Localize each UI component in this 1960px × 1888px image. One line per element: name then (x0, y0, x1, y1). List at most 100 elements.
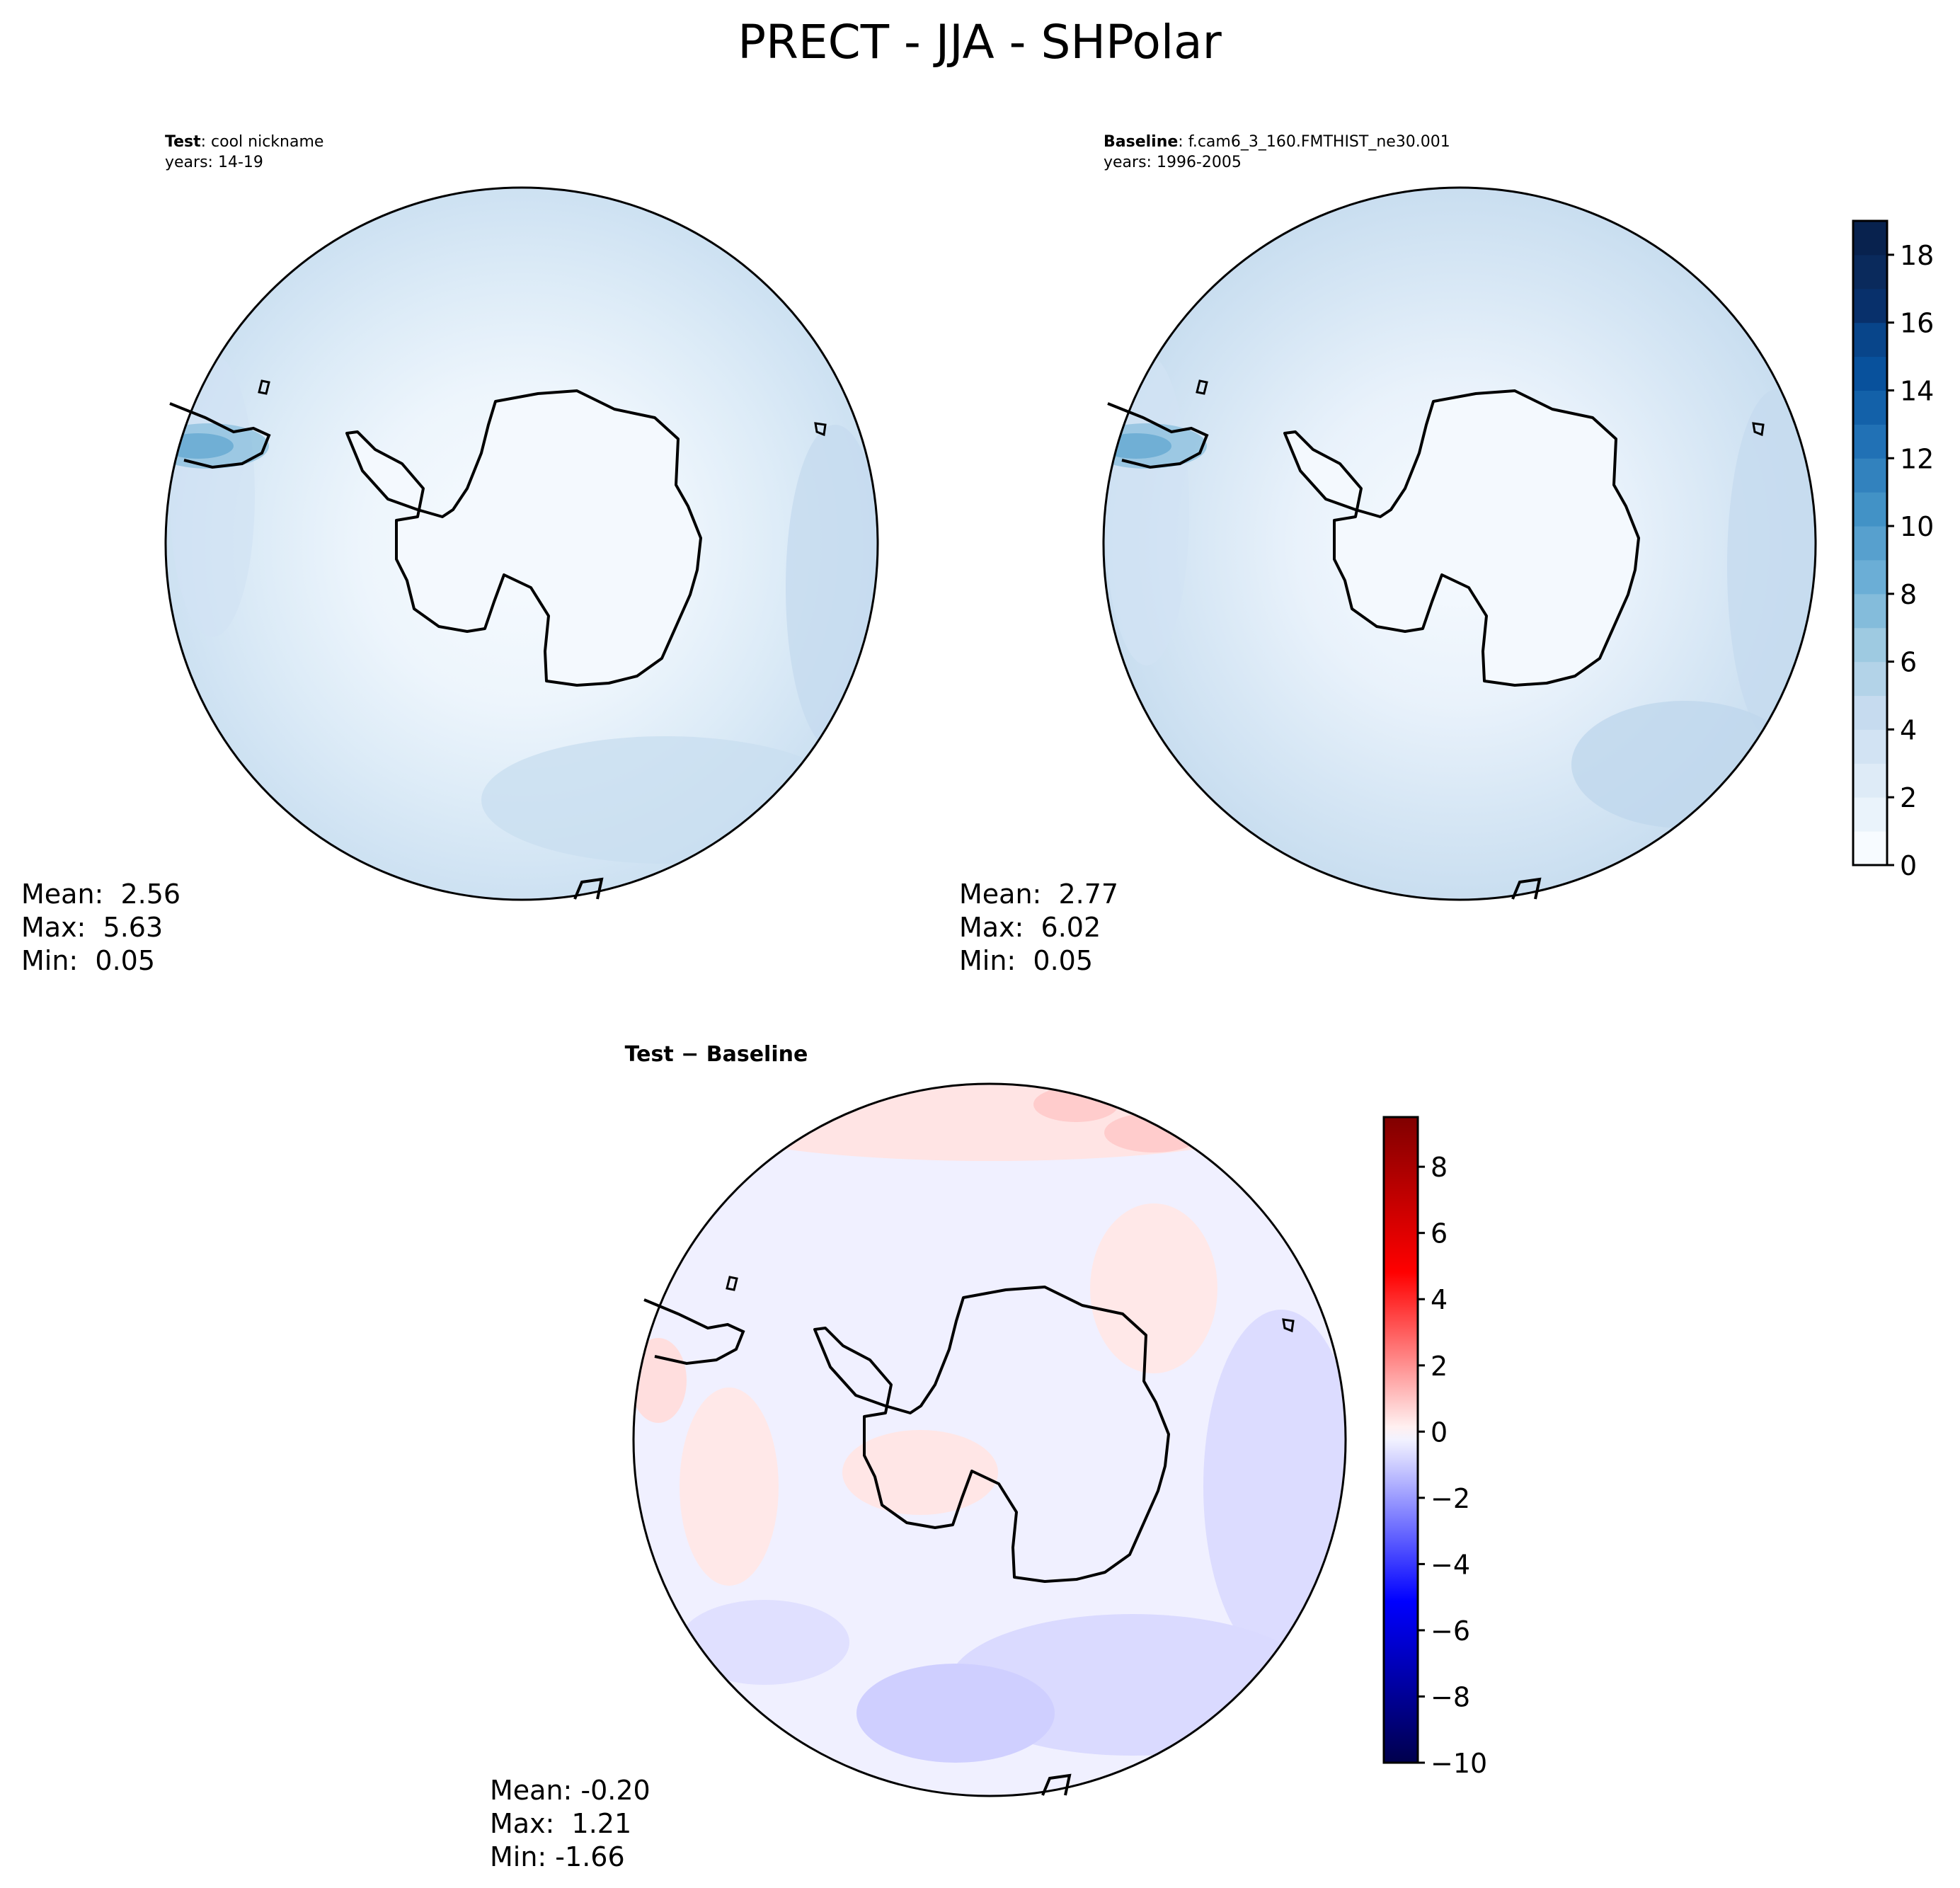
difference-field-patch (680, 1600, 849, 1685)
difference-colorbar-tick-label: 2 (1431, 1351, 1448, 1382)
baseline-colorbar-band (1853, 831, 1887, 866)
baseline-stat-max: Max: 6.02 (959, 912, 1101, 943)
difference-stat-max: Max: 1.21 (490, 1808, 631, 1839)
baseline-colorbar-band (1853, 492, 1887, 527)
test-header-value: : cool nickname (201, 133, 324, 151)
baseline-colorbar-frame (1852, 219, 1889, 866)
difference-field-patch (1203, 1310, 1346, 1664)
baseline-colorbar-band (1853, 424, 1887, 459)
difference-colorbar-tick-label: −10 (1431, 1748, 1487, 1779)
test-years: years: 14-19 (165, 154, 263, 171)
difference-colorbar: −10 −8 −6 −4 −2 0 2 4 6 8 (1382, 1116, 1487, 1779)
difference-colorbar-gradient (1384, 1117, 1418, 1763)
panel-test: Test: cool nickname years: 14-19 Mean: 2… (21, 133, 879, 976)
baseline-field-patch (1104, 354, 1189, 665)
baseline-colorbar-band (1853, 526, 1887, 561)
difference-stat-min: Min: -1.66 (490, 1841, 625, 1872)
test-map (164, 186, 879, 901)
baseline-colorbar-band (1853, 763, 1887, 798)
baseline-coastline-island (1752, 422, 1765, 437)
baseline-colorbar-tick-label: 16 (1900, 308, 1934, 339)
baseline-coastline-new-zealand (1511, 877, 1542, 900)
difference-field-patch (637, 1182, 722, 1225)
baseline-colorbar-band (1853, 593, 1887, 629)
baseline-colorbar-tick-label: 6 (1900, 647, 1917, 678)
difference-colorbar-tick-label: 0 (1431, 1417, 1448, 1448)
test-stat-min: Min: 0.05 (21, 945, 155, 976)
baseline-colorbar-tick-label: 12 (1900, 443, 1934, 474)
difference-field-patch (1295, 1232, 1346, 1274)
difference-field-patch (856, 1664, 1055, 1763)
baseline-colorbar-tick-label: 2 (1900, 782, 1917, 813)
baseline-field-patch (1727, 389, 1816, 743)
baseline-colorbar-ticks: 0 2 4 6 8 10 12 14 16 18 (1887, 240, 1934, 881)
difference-colorbar-tick-label: −4 (1431, 1549, 1470, 1580)
difference-field-patch (1090, 1203, 1217, 1373)
baseline-header-value: : f.cam6_3_160.FMTHIST_ne30.001 (1178, 133, 1450, 151)
baseline-colorbar-tick-label: 10 (1900, 511, 1934, 542)
baseline-colorbar-tick-label: 4 (1900, 714, 1917, 745)
baseline-colorbar-band (1853, 322, 1887, 357)
baseline-colorbar-band (1853, 695, 1887, 730)
difference-colorbar-tick-label: −6 (1431, 1615, 1470, 1647)
test-field-patch (481, 736, 849, 864)
baseline-field-patch (1571, 701, 1798, 828)
test-map-boundary (164, 186, 879, 901)
baseline-colorbar-tick-label: 14 (1900, 375, 1934, 406)
baseline-coastline-south-america (1107, 402, 1209, 469)
difference-colorbar-ticks: −10 −8 −6 −4 −2 0 2 4 6 8 (1418, 1152, 1487, 1779)
baseline-colorbar-band (1853, 221, 1887, 256)
baseline-header-label: Baseline (1104, 133, 1178, 151)
test-coastline-antarctica (345, 389, 702, 687)
difference-coastline-new-zealand (1041, 1773, 1072, 1796)
baseline-colorbar-band (1853, 288, 1887, 324)
difference-colorbar-tick-label: −8 (1431, 1681, 1470, 1712)
baseline-map-boundary (1102, 186, 1817, 901)
baseline-colorbar-band (1853, 254, 1887, 290)
baseline-colorbar-band (1853, 390, 1887, 425)
baseline-map (1102, 186, 1817, 901)
test-coastline-new-zealand (573, 877, 604, 900)
test-stat-max: Max: 5.63 (21, 912, 163, 943)
difference-coastline-island (1282, 1318, 1295, 1333)
difference-colorbar-tick-label: −2 (1431, 1483, 1470, 1514)
baseline-colorbar-band (1853, 356, 1887, 391)
test-coastline-island (814, 422, 827, 437)
difference-coastline-south-america (643, 1298, 745, 1366)
test-field-patch (170, 354, 255, 637)
panel-baseline: Baseline: f.cam6_3_160.FMTHIST_ne30.001 … (959, 133, 1934, 976)
test-stat-mean: Mean: 2.56 (21, 879, 180, 910)
test-header-label: Test (165, 133, 201, 151)
difference-map-boundary (632, 1082, 1347, 1797)
baseline-colorbar-band (1853, 729, 1887, 764)
baseline-colorbar-tick-label: 0 (1900, 850, 1917, 881)
difference-coastline-island (726, 1276, 738, 1291)
difference-field-patch (680, 1388, 779, 1586)
test-coastline-island (258, 379, 270, 395)
baseline-colorbar-tick-label: 8 (1900, 579, 1917, 610)
difference-colorbar-tick-label: 8 (1431, 1152, 1448, 1183)
difference-field-patch (694, 1084, 1288, 1161)
difference-header: Test − Baseline (625, 1042, 808, 1067)
test-coastline-south-america (169, 402, 271, 469)
baseline-colorbar-band (1853, 797, 1887, 832)
test-header: Test: cool nickname (165, 133, 323, 151)
baseline-colorbar: 0 2 4 6 8 10 12 14 16 18 (1852, 219, 1934, 881)
difference-field-patch (842, 1430, 998, 1515)
difference-stat-mean: Mean: -0.20 (490, 1775, 651, 1806)
baseline-years: years: 1996-2005 (1104, 154, 1242, 171)
baseline-colorbar-band (1853, 559, 1887, 595)
difference-colorbar-tick-label: 4 (1431, 1284, 1448, 1315)
panel-difference: Test − Baseline (490, 1042, 1487, 1872)
baseline-stat-mean: Mean: 2.77 (959, 879, 1118, 910)
difference-coastline-antarctica (813, 1286, 1170, 1583)
baseline-colorbar-tick-label: 18 (1900, 240, 1934, 271)
baseline-colorbar-band (1853, 661, 1887, 697)
baseline-colorbar-bands (1853, 221, 1887, 866)
difference-map (632, 1082, 1347, 1797)
baseline-colorbar-band (1853, 627, 1887, 663)
baseline-coastline-antarctica (1283, 389, 1640, 687)
baseline-stat-min: Min: 0.05 (959, 945, 1093, 976)
figure-title: PRECT - JJA - SHPolar (738, 15, 1222, 69)
